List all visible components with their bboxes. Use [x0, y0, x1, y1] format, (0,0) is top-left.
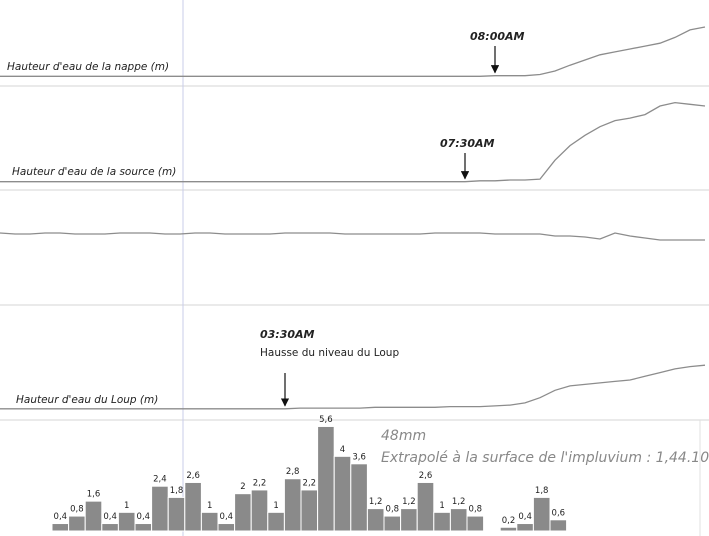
bar: [200, 511, 219, 532]
data-line: [0, 26, 706, 77]
bar: [433, 511, 451, 532]
value-label: 0,4: [220, 512, 234, 522]
data-line: [0, 364, 706, 410]
value-label: 4: [340, 445, 345, 455]
value-label: 0,4: [137, 512, 151, 522]
bar: [283, 478, 302, 532]
bar: [549, 519, 568, 532]
value-label: 0,4: [103, 512, 117, 522]
value-label: 0,2: [502, 516, 516, 526]
bar: [366, 508, 385, 532]
value-label: 2,4: [153, 475, 167, 485]
bar: [333, 455, 352, 532]
bar: [117, 511, 136, 532]
series-label: Hauteur d'eau du Loup (m): [16, 394, 158, 406]
value-label: 1,2: [369, 497, 383, 507]
bar: [217, 523, 236, 532]
bar: [234, 493, 252, 532]
bar: [449, 508, 468, 532]
value-label: 3,6: [352, 452, 366, 462]
value-label: 1: [124, 501, 129, 511]
bar: [184, 481, 202, 532]
bar: [499, 526, 518, 532]
value-label: 2: [240, 482, 245, 492]
bar: [134, 523, 153, 532]
value-label: 0,8: [70, 505, 84, 515]
bar: [68, 515, 86, 532]
bar: [101, 523, 119, 532]
bar: [250, 489, 269, 532]
value-label: 2,2: [303, 478, 317, 488]
bar: [300, 489, 319, 532]
bar: [317, 425, 335, 532]
bar: [516, 523, 534, 532]
bar: [167, 496, 186, 532]
series-label: Hauteur d'eau de la nappe (m): [7, 61, 169, 73]
annotation-time: 07:30AM: [440, 137, 495, 150]
annotation-time: 08:00AM: [470, 30, 525, 43]
value-label: 1,6: [87, 490, 101, 500]
value-label: 1,8: [170, 486, 184, 496]
value-label: 1,8: [535, 486, 549, 496]
value-label: 5,6: [319, 415, 333, 425]
value-label: 0,4: [54, 512, 68, 522]
value-label: 0,8: [469, 505, 483, 515]
value-label: 1: [273, 501, 278, 511]
value-label: 0,6: [552, 508, 566, 518]
value-label: 2,6: [419, 471, 433, 481]
bar: [267, 511, 285, 532]
value-label: 2,2: [253, 478, 267, 488]
bar: [51, 523, 70, 532]
value-label: 2,6: [186, 471, 200, 481]
value-label: 2,8: [286, 467, 300, 477]
value-label: 0,8: [386, 505, 400, 515]
annotation-time: 03:30AM: [260, 328, 315, 341]
value-label: 0,4: [518, 512, 532, 522]
value-label: 1: [207, 501, 212, 511]
value-label: 1,2: [402, 497, 416, 507]
bar: [151, 485, 169, 532]
value-label: 1: [439, 501, 444, 511]
data-line: [0, 232, 705, 241]
annotation: Extrapolé à la surface de l'impluvium : …: [381, 450, 709, 466]
bar: [416, 481, 435, 532]
bar: [383, 515, 402, 532]
value-label: 1,2: [452, 497, 466, 507]
bar: [84, 500, 103, 532]
annotation: 48mm: [381, 428, 426, 444]
bar: [350, 463, 368, 532]
bar: [466, 515, 485, 532]
series-label: Hauteur d'eau de la source (m): [12, 166, 176, 178]
bar: [532, 496, 551, 532]
annotation-text: Hausse du niveau du Loup: [260, 347, 399, 359]
data-line: [0, 101, 706, 183]
bar: [400, 508, 418, 532]
